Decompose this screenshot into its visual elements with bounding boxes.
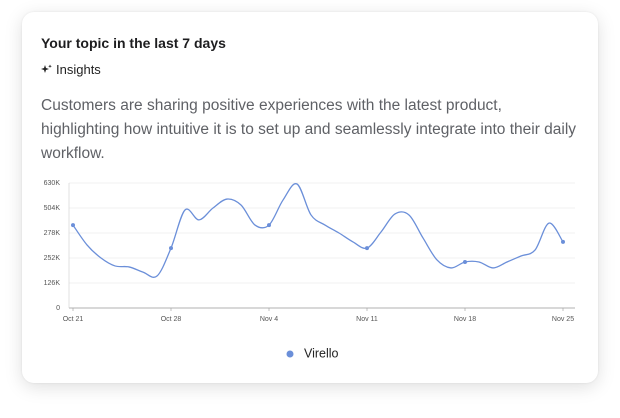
y-tick-label: 0: [56, 305, 60, 312]
y-tick-label: 278K: [44, 230, 61, 237]
x-tick-label: Nov 25: [552, 316, 574, 323]
summary-text: Customers are sharing positive experienc…: [41, 97, 577, 162]
insights-header: Insights: [41, 62, 101, 77]
series-marker: [561, 239, 565, 244]
x-tick-label: Nov 18: [454, 316, 476, 323]
y-tick-label: 252K: [44, 255, 61, 262]
legend-label: Virello: [304, 346, 339, 360]
series-marker: [463, 259, 467, 264]
sparkle-icon: [41, 64, 52, 73]
series-marker: [365, 246, 369, 251]
card: Your topic in the last 7 days Insights C…: [22, 12, 598, 383]
y-tick-label: 504K: [44, 205, 61, 212]
x-tick-label: Oct 21: [63, 316, 84, 323]
y-tick-label: 630K: [44, 180, 61, 187]
chart: 0 126K 252K 278K 504K 630K Oct 21 Oct 28 Nov 4 No…: [44, 180, 575, 360]
legend-swatch: [286, 350, 294, 358]
y-tick-label: 126K: [44, 280, 61, 287]
series-line: [72, 183, 564, 278]
series-marker: [71, 223, 75, 228]
x-tick-label: Nov 11: [356, 316, 378, 323]
card-title: Your topic in the last 7 days: [41, 35, 226, 51]
series-marker: [169, 246, 173, 251]
x-tick-label: Oct 28: [161, 316, 182, 323]
series-marker: [267, 223, 271, 228]
x-tick-label: Nov 4: [260, 316, 278, 323]
insights-label: Insights: [56, 62, 101, 77]
